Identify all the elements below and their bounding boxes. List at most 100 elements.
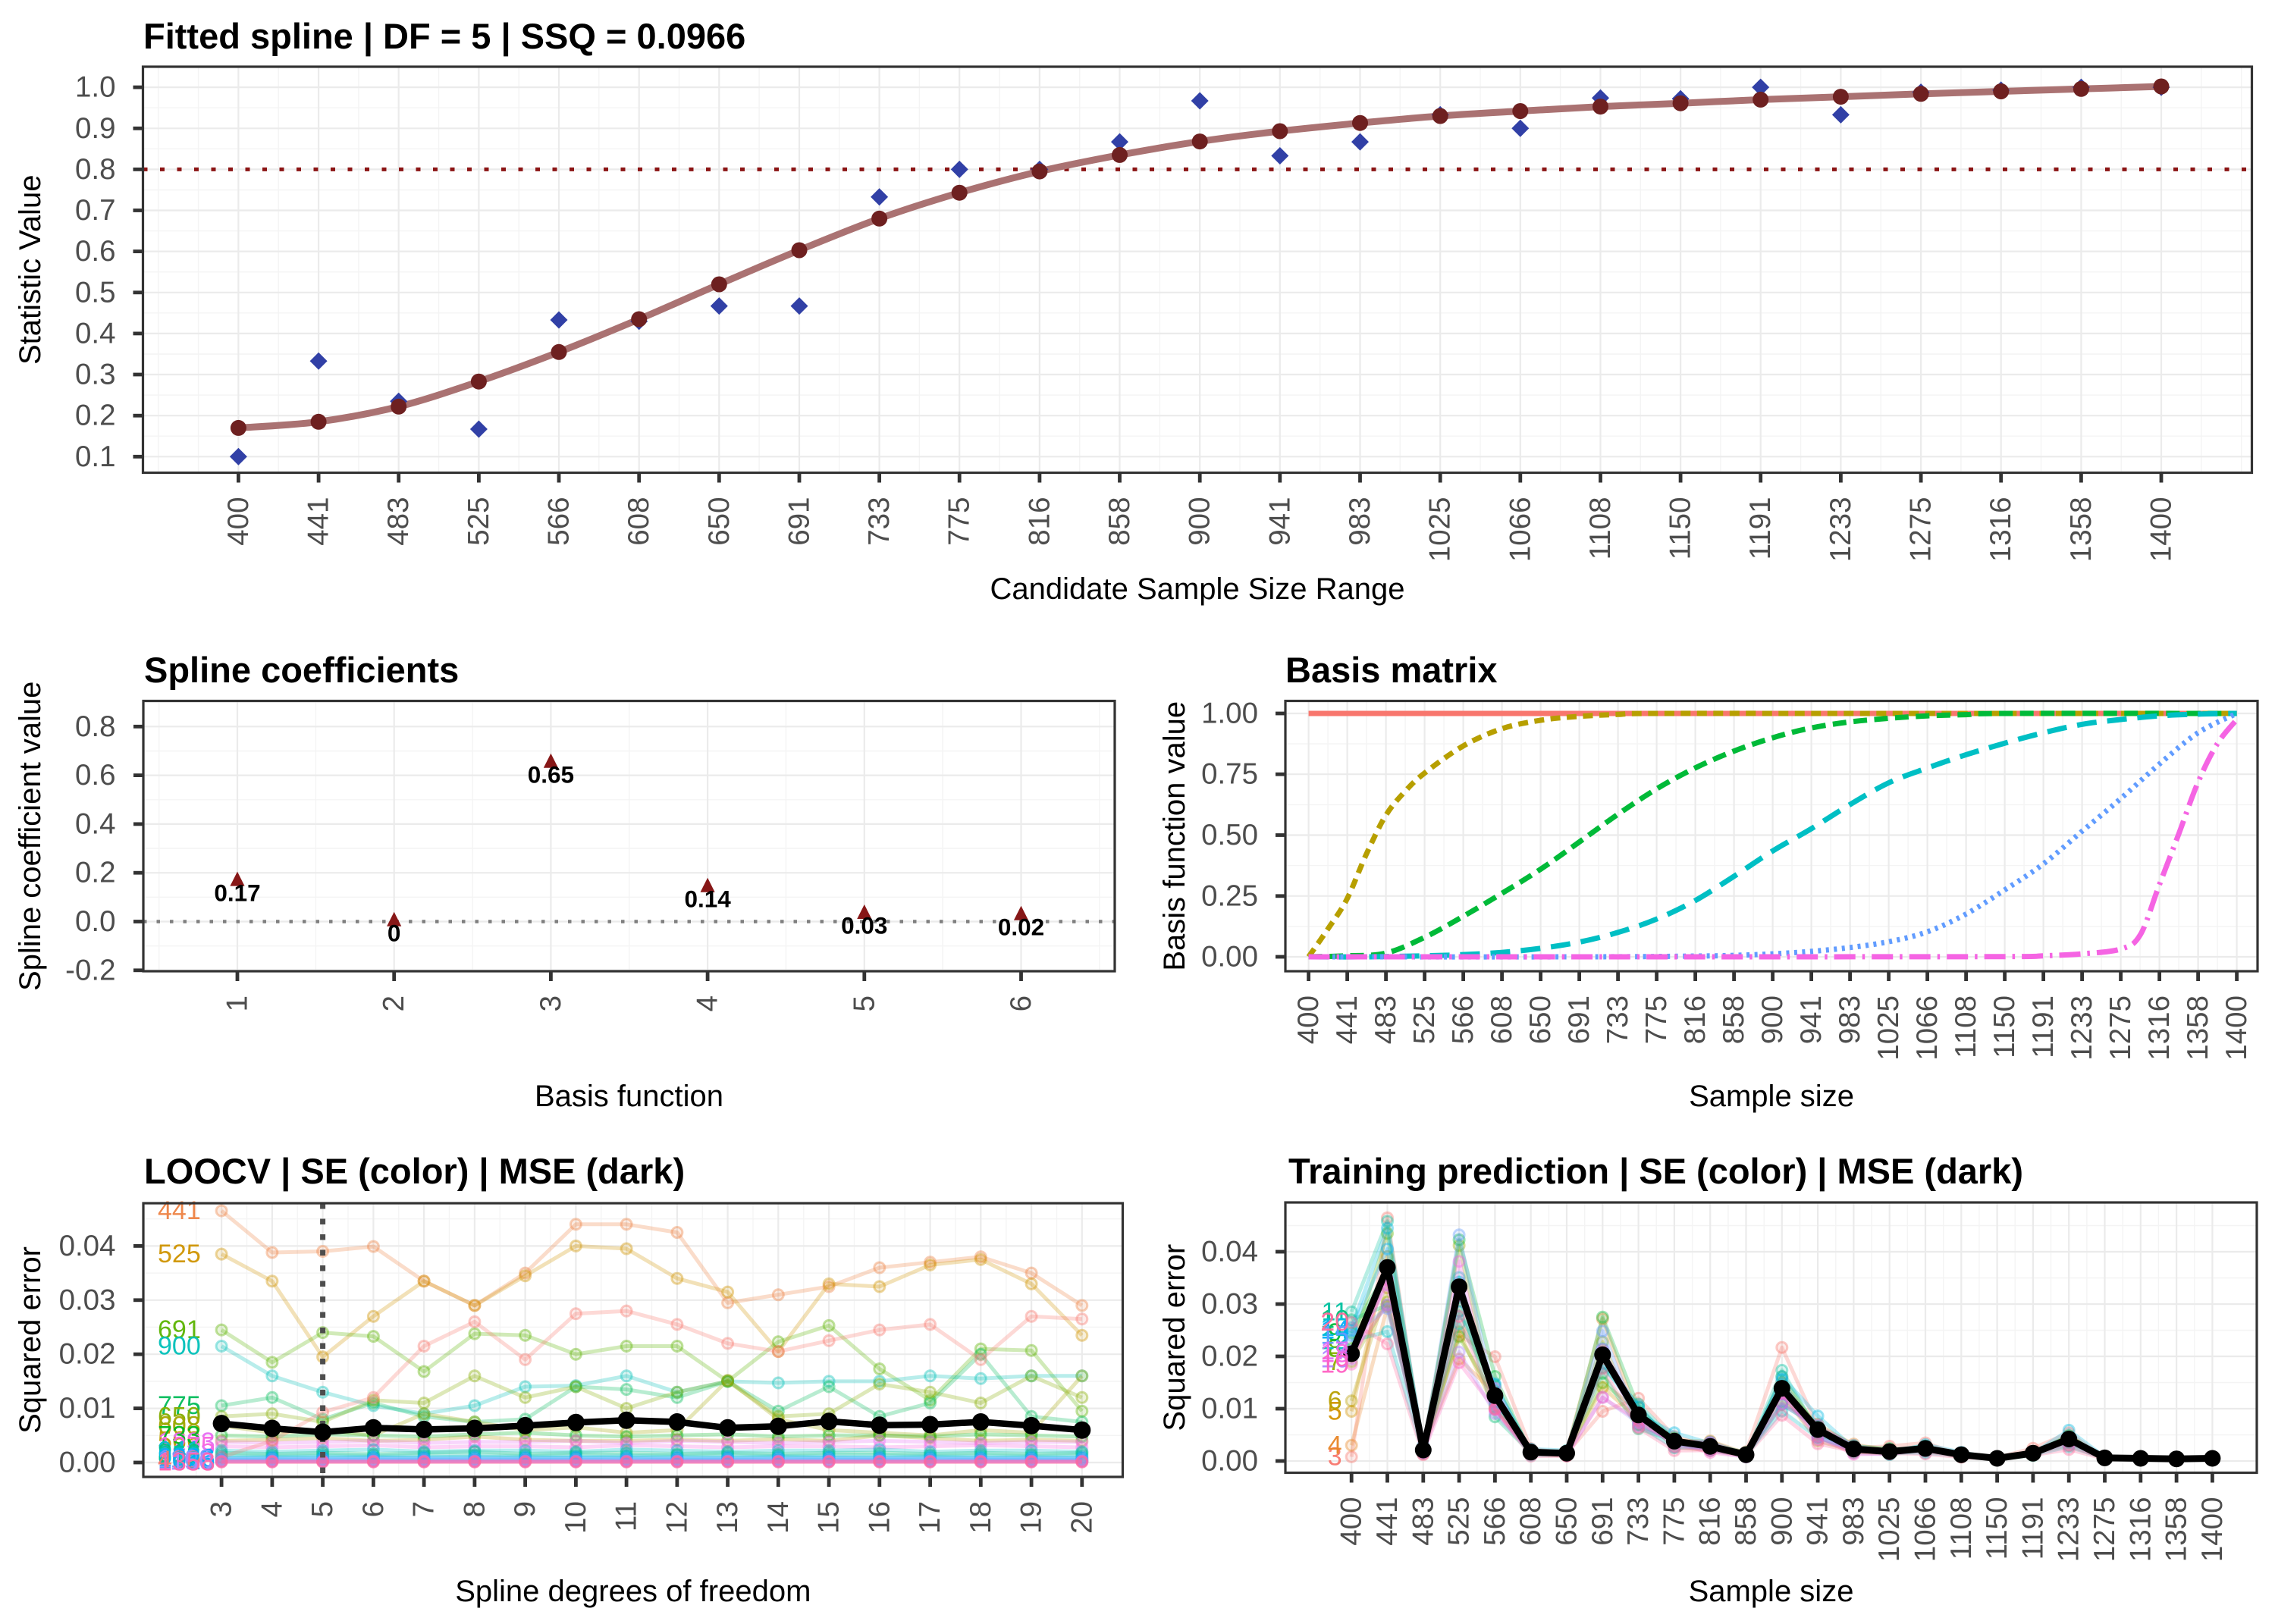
svg-text:983: 983: [158, 1443, 201, 1472]
svg-text:13: 13: [1320, 1313, 1349, 1342]
svg-text:13: 13: [711, 1501, 744, 1534]
svg-text:3: 3: [535, 995, 567, 1011]
svg-text:14: 14: [1320, 1316, 1349, 1345]
svg-text:18: 18: [1320, 1340, 1349, 1368]
svg-text:650: 650: [158, 1402, 201, 1431]
svg-text:1400: 1400: [2196, 1497, 2229, 1563]
svg-text:608: 608: [158, 1411, 201, 1440]
svg-text:0.00: 0.00: [1201, 1445, 1258, 1478]
svg-text:1358: 1358: [2182, 995, 2214, 1061]
svg-text:LOOCV | SE (color) | MSE (dark: LOOCV | SE (color) | MSE (dark): [144, 1151, 685, 1191]
svg-text:0.0: 0.0: [75, 905, 116, 938]
svg-text:0.14: 0.14: [684, 885, 731, 912]
svg-text:1275: 1275: [1905, 497, 1938, 563]
svg-text:0.01: 0.01: [59, 1392, 116, 1425]
svg-text:0.8: 0.8: [75, 153, 116, 186]
svg-text:20: 20: [1320, 1308, 1349, 1337]
svg-text:900: 900: [1765, 1497, 1798, 1546]
svg-text:8: 8: [458, 1501, 491, 1517]
svg-text:1150: 1150: [1665, 497, 1697, 560]
svg-text:20: 20: [1065, 1501, 1098, 1534]
svg-text:14: 14: [762, 1501, 795, 1534]
svg-text:19: 19: [1320, 1350, 1349, 1378]
svg-text:483: 483: [1370, 995, 1402, 1044]
svg-text:4: 4: [256, 1501, 288, 1517]
svg-text:10: 10: [1320, 1306, 1349, 1334]
svg-text:525: 525: [1408, 995, 1441, 1044]
svg-text:400: 400: [1292, 995, 1325, 1044]
svg-text:400: 400: [1335, 1497, 1368, 1546]
svg-text:12: 12: [661, 1501, 693, 1534]
svg-text:1066: 1066: [1911, 995, 1944, 1061]
svg-text:1275: 1275: [158, 1432, 215, 1461]
svg-text:941: 941: [1263, 497, 1296, 546]
svg-text:650: 650: [1524, 995, 1557, 1044]
svg-text:983: 983: [1344, 497, 1376, 546]
svg-text:1233: 1233: [158, 1428, 215, 1456]
svg-text:0.02: 0.02: [998, 913, 1044, 940]
svg-text:Spline coefficient value: Spline coefficient value: [14, 682, 47, 991]
svg-text:11: 11: [610, 1501, 643, 1532]
svg-text:Training prediction | SE (colo: Training prediction | SE (color) | MSE (…: [1288, 1151, 2023, 1191]
svg-text:0: 0: [388, 919, 401, 946]
svg-text:1233: 1233: [2066, 995, 2098, 1061]
svg-text:0.4: 0.4: [75, 807, 116, 840]
svg-text:441: 441: [1371, 1497, 1404, 1546]
svg-text:Basis function: Basis function: [535, 1080, 723, 1113]
svg-text:7: 7: [408, 1501, 441, 1517]
svg-text:0.4: 0.4: [75, 317, 116, 350]
svg-text:Squared error: Squared error: [1158, 1244, 1191, 1431]
svg-text:816: 816: [1694, 1497, 1727, 1546]
svg-text:17: 17: [914, 1501, 946, 1534]
svg-text:0.01: 0.01: [1201, 1393, 1258, 1425]
svg-text:1275: 1275: [2104, 995, 2137, 1061]
svg-text:2: 2: [378, 995, 410, 1011]
svg-text:608: 608: [1486, 995, 1518, 1044]
svg-text:1066: 1066: [158, 1444, 215, 1472]
svg-text:1275: 1275: [2088, 1497, 2121, 1563]
svg-text:650: 650: [1551, 1497, 1583, 1546]
svg-text:525: 525: [1443, 1497, 1476, 1546]
svg-text:5: 5: [1328, 1397, 1342, 1426]
svg-text:0.5: 0.5: [75, 276, 116, 309]
svg-text:858: 858: [1730, 1497, 1762, 1546]
svg-text:1191: 1191: [2027, 995, 2060, 1058]
svg-text:858: 858: [1103, 497, 1136, 546]
svg-text:0.8: 0.8: [75, 710, 116, 743]
svg-text:0.2: 0.2: [75, 857, 116, 889]
svg-text:1066: 1066: [1504, 497, 1536, 563]
svg-text:608: 608: [623, 497, 655, 546]
svg-text:441: 441: [158, 1196, 201, 1225]
svg-text:0.03: 0.03: [1201, 1288, 1258, 1321]
svg-text:0.00: 0.00: [1201, 941, 1258, 973]
svg-text:17: 17: [1320, 1337, 1349, 1365]
svg-text:483: 483: [382, 497, 415, 546]
svg-text:1108: 1108: [158, 1445, 213, 1474]
svg-text:Sample size: Sample size: [1689, 1080, 1854, 1113]
svg-text:6: 6: [1328, 1387, 1342, 1416]
svg-text:733: 733: [1602, 995, 1634, 1044]
svg-text:Squared error: Squared error: [14, 1246, 47, 1434]
svg-text:441: 441: [1331, 995, 1363, 1044]
svg-text:941: 941: [1802, 1497, 1834, 1546]
svg-text:0.00: 0.00: [59, 1447, 116, 1479]
svg-text:608: 608: [1514, 1497, 1547, 1546]
svg-text:5: 5: [306, 1501, 339, 1517]
svg-text:3: 3: [1328, 1443, 1342, 1472]
svg-text:1: 1: [221, 995, 254, 1011]
svg-text:1358: 1358: [158, 1447, 215, 1476]
svg-text:1316: 1316: [2124, 1497, 2157, 1563]
svg-text:941: 941: [1795, 995, 1828, 1044]
svg-text:1233: 1233: [2053, 1497, 2085, 1563]
svg-text:1316: 1316: [2143, 995, 2176, 1061]
svg-text:900: 900: [1184, 497, 1216, 546]
svg-text:-0.2: -0.2: [65, 954, 115, 986]
svg-text:983: 983: [1837, 1497, 1870, 1546]
svg-text:15: 15: [1320, 1321, 1349, 1350]
svg-text:0.6: 0.6: [75, 235, 116, 268]
svg-text:775: 775: [1658, 1497, 1690, 1546]
svg-text:9: 9: [509, 1501, 541, 1517]
svg-text:691: 691: [1563, 995, 1596, 1044]
svg-text:1358: 1358: [2065, 497, 2098, 563]
svg-text:566: 566: [543, 497, 576, 546]
